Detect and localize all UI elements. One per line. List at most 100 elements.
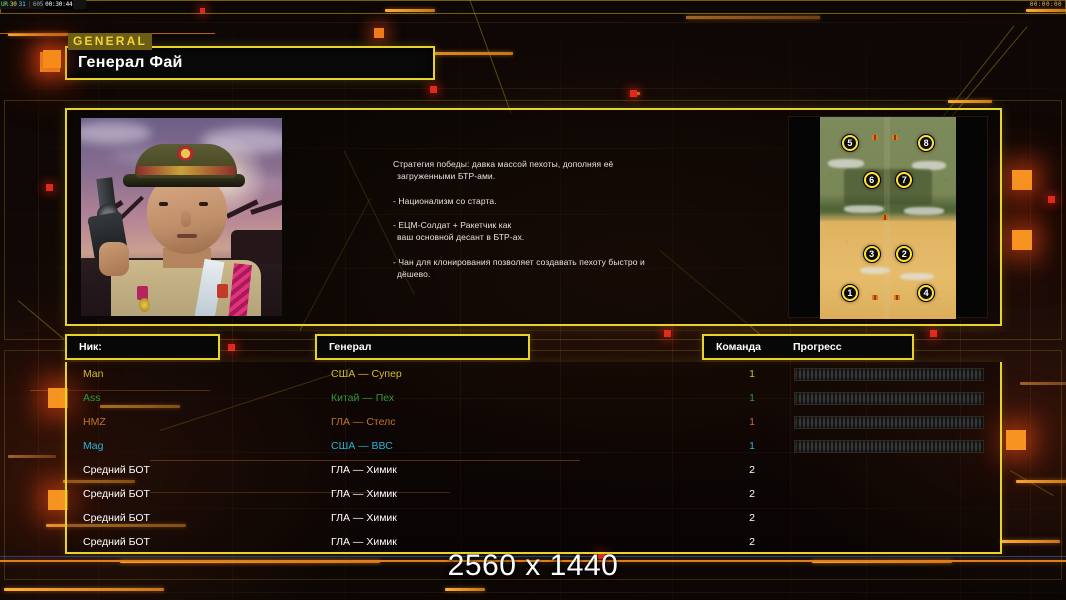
player-general[interactable]: ГЛА — Химик (331, 488, 397, 500)
portrait-medal (139, 298, 150, 312)
table-row[interactable]: Средний БОТ ГЛА — Химик 2 (67, 530, 1000, 554)
description-paragraph: - Национализм со старта. (393, 195, 713, 207)
player-table-header: Ник: Генерал Команда Прогресс (65, 334, 1002, 360)
general-info-panel: Стратегия победы: давка массой пехоты, д… (65, 108, 1002, 326)
table-row[interactable]: Средний БОТ ГЛА — Химик 2 (67, 458, 1000, 482)
minimap-structure (882, 215, 888, 220)
minimap-start-position-5[interactable]: 5 (841, 135, 858, 152)
background-circuit-trace (469, 0, 512, 114)
table-row[interactable]: Mag США — ВВС 1 (67, 434, 1000, 458)
minimap-start-position-2[interactable]: 2 (896, 246, 913, 263)
stats-memory: 605 (32, 1, 44, 8)
background-dash-decoration (948, 100, 992, 103)
player-team[interactable]: 2 (749, 464, 755, 476)
portrait-nose (181, 210, 191, 227)
background-grid-line-horizontal (0, 22, 1066, 23)
minimap-forest (844, 169, 932, 205)
player-general[interactable]: ГЛА — Химик (331, 512, 397, 524)
player-general[interactable]: ГЛА — Химик (331, 464, 397, 476)
player-progress-bar (794, 439, 984, 453)
minimap-structure (892, 135, 898, 140)
description-line: - ЕЦМ-Солдат + Ракетчик как (393, 219, 512, 230)
player-nick: Средний БОТ (83, 464, 150, 476)
player-general[interactable]: ГЛА — Стелс (331, 416, 396, 428)
background-dash-decoration (385, 9, 435, 12)
glow-square-decoration (1006, 430, 1026, 450)
red-marker-decoration (430, 86, 437, 93)
minimap-start-position-7[interactable]: 7 (896, 171, 913, 188)
portrait-cap-band (137, 166, 235, 175)
player-team[interactable]: 1 (749, 416, 755, 428)
background-dash-decoration (1026, 9, 1066, 12)
table-row[interactable]: HMZ ГЛА — Стелс 1 (67, 410, 1000, 434)
player-general[interactable]: США — Супер (331, 368, 402, 380)
minimap-start-position-1[interactable]: 1 (841, 284, 858, 301)
resolution-watermark: 2560 x 1440 (447, 549, 619, 582)
background-grid-line-horizontal (0, 88, 1066, 89)
background-circuit-trace (17, 300, 65, 340)
glow-square-decoration-small (374, 28, 384, 38)
header-general-label: Генерал (329, 341, 372, 353)
red-marker-decoration-small (200, 8, 205, 13)
player-general[interactable]: ГЛА — Химик (331, 536, 397, 548)
player-nick: Средний БОТ (83, 536, 150, 548)
background-grid-line-horizontal (0, 330, 1066, 331)
minimap-rock (828, 159, 864, 168)
minimap-rock (904, 207, 944, 215)
description-line: загруженными БТР-ами. (397, 171, 496, 182)
minimap-structure (894, 295, 900, 300)
minimap-start-position-3[interactable]: 3 (863, 246, 880, 263)
start-position-number: 5 (847, 138, 853, 149)
table-row[interactable]: Средний БОТ ГЛА — Химик 2 (67, 482, 1000, 506)
description-line: ваш основной десант в БТР-ах. (397, 232, 525, 243)
minimap-rock (844, 205, 884, 213)
background-dash-decoration-dim (1020, 382, 1066, 385)
portrait-cap-emblem (177, 146, 194, 161)
stats-label: UR (1, 1, 8, 8)
table-row[interactable]: Средний БОТ ГЛА — Химик 2 (67, 506, 1000, 530)
start-position-number: 3 (869, 249, 875, 260)
background-dash-decoration (1000, 540, 1060, 543)
minimap-start-position-6[interactable]: 6 (863, 171, 880, 188)
general-name-field[interactable]: Генерал Фай (65, 46, 435, 80)
minimap-rock (900, 273, 934, 280)
fps-stats-overlay: UR 30 31 | 605 00:30:44 (0, 0, 86, 9)
start-position-number: 4 (923, 287, 929, 298)
background-grid-line-vertical (1030, 0, 1031, 600)
background-circuit-trace (939, 25, 1015, 121)
player-team[interactable]: 2 (749, 536, 755, 548)
portrait-medal (217, 284, 228, 298)
background-dash-decoration (630, 92, 640, 95)
general-name-value: Генерал Фай (78, 54, 183, 71)
progress-bar-track (794, 367, 984, 381)
background-dash-decoration (445, 588, 485, 591)
player-table-body: Man США — Супер 1 Ass Китай — Пех 1 HMZ ГЛА — С… (65, 362, 1002, 554)
player-nick: HMZ (83, 416, 106, 428)
minimap-structure (872, 295, 878, 300)
start-position-number: 6 (869, 174, 875, 185)
player-team[interactable]: 1 (749, 440, 755, 452)
player-team[interactable]: 2 (749, 512, 755, 524)
minimap-vegetation (820, 117, 956, 319)
general-label: GENERAL (68, 33, 153, 50)
player-general[interactable]: США — ВВС (331, 440, 393, 452)
player-nick: Mag (83, 440, 104, 452)
portrait-eye (159, 202, 168, 206)
red-marker-decoration (630, 90, 637, 97)
player-team[interactable]: 1 (749, 392, 755, 404)
session-timer: 00:00:00 (1029, 1, 1062, 8)
background-dash-decoration (1016, 480, 1066, 483)
map-preview[interactable]: 5 8 6 7 3 2 1 4 (788, 116, 988, 319)
accent-square-decoration (43, 50, 61, 68)
stats-value1: 30 (9, 1, 17, 8)
minimap-start-position-8[interactable]: 8 (918, 135, 935, 152)
minimap-start-position-4[interactable]: 4 (918, 284, 935, 301)
strategy-description: Стратегия победы: давка массой пехоты, д… (393, 158, 713, 280)
table-row[interactable]: Man США — Супер 1 (67, 362, 1000, 386)
player-team[interactable]: 1 (749, 368, 755, 380)
player-team[interactable]: 2 (749, 488, 755, 500)
background-dash-decoration-dim (8, 455, 56, 458)
table-row[interactable]: Ass Китай — Пех 1 (67, 386, 1000, 410)
progress-bar-track (794, 439, 984, 453)
player-general[interactable]: Китай — Пех (331, 392, 395, 404)
